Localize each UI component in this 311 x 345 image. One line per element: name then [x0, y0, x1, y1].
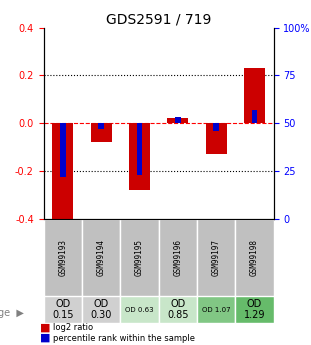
Text: OD
0.15: OD 0.15: [52, 299, 73, 321]
Bar: [129, 123, 150, 190]
FancyBboxPatch shape: [197, 296, 235, 324]
Text: ■: ■: [40, 333, 51, 343]
Text: percentile rank within the sample: percentile rank within the sample: [53, 334, 195, 343]
Bar: [91, 123, 112, 142]
FancyBboxPatch shape: [82, 296, 120, 324]
FancyBboxPatch shape: [159, 296, 197, 324]
Bar: [60, 123, 66, 177]
Bar: [137, 123, 142, 175]
FancyBboxPatch shape: [120, 296, 159, 324]
FancyBboxPatch shape: [44, 296, 82, 324]
Bar: [52, 123, 73, 224]
Text: GSM99196: GSM99196: [173, 239, 182, 276]
FancyBboxPatch shape: [44, 219, 82, 296]
Text: GSM99197: GSM99197: [212, 239, 220, 276]
FancyBboxPatch shape: [235, 219, 274, 296]
Title: GDS2591 / 719: GDS2591 / 719: [106, 12, 211, 27]
Text: OD
0.30: OD 0.30: [91, 299, 112, 321]
Text: GSM99195: GSM99195: [135, 239, 144, 276]
Bar: [175, 117, 181, 123]
Text: OD
0.85: OD 0.85: [167, 299, 188, 321]
Text: GSM99198: GSM99198: [250, 239, 259, 276]
Text: GSM99194: GSM99194: [97, 239, 105, 276]
Text: log2 ratio: log2 ratio: [53, 323, 93, 332]
Bar: [244, 68, 265, 123]
FancyBboxPatch shape: [159, 219, 197, 296]
Bar: [206, 123, 227, 154]
FancyBboxPatch shape: [82, 219, 120, 296]
Bar: [252, 110, 258, 123]
Text: GSM99193: GSM99193: [58, 239, 67, 276]
FancyBboxPatch shape: [120, 219, 159, 296]
Text: OD 0.63: OD 0.63: [125, 307, 154, 313]
Bar: [213, 123, 219, 131]
FancyBboxPatch shape: [197, 219, 235, 296]
Bar: [167, 118, 188, 123]
Bar: [98, 123, 104, 129]
Text: ■: ■: [40, 323, 51, 333]
Text: OD
1.29: OD 1.29: [244, 299, 265, 321]
Text: OD 1.07: OD 1.07: [202, 307, 230, 313]
FancyBboxPatch shape: [235, 296, 274, 324]
Text: age  ▶: age ▶: [0, 308, 24, 318]
